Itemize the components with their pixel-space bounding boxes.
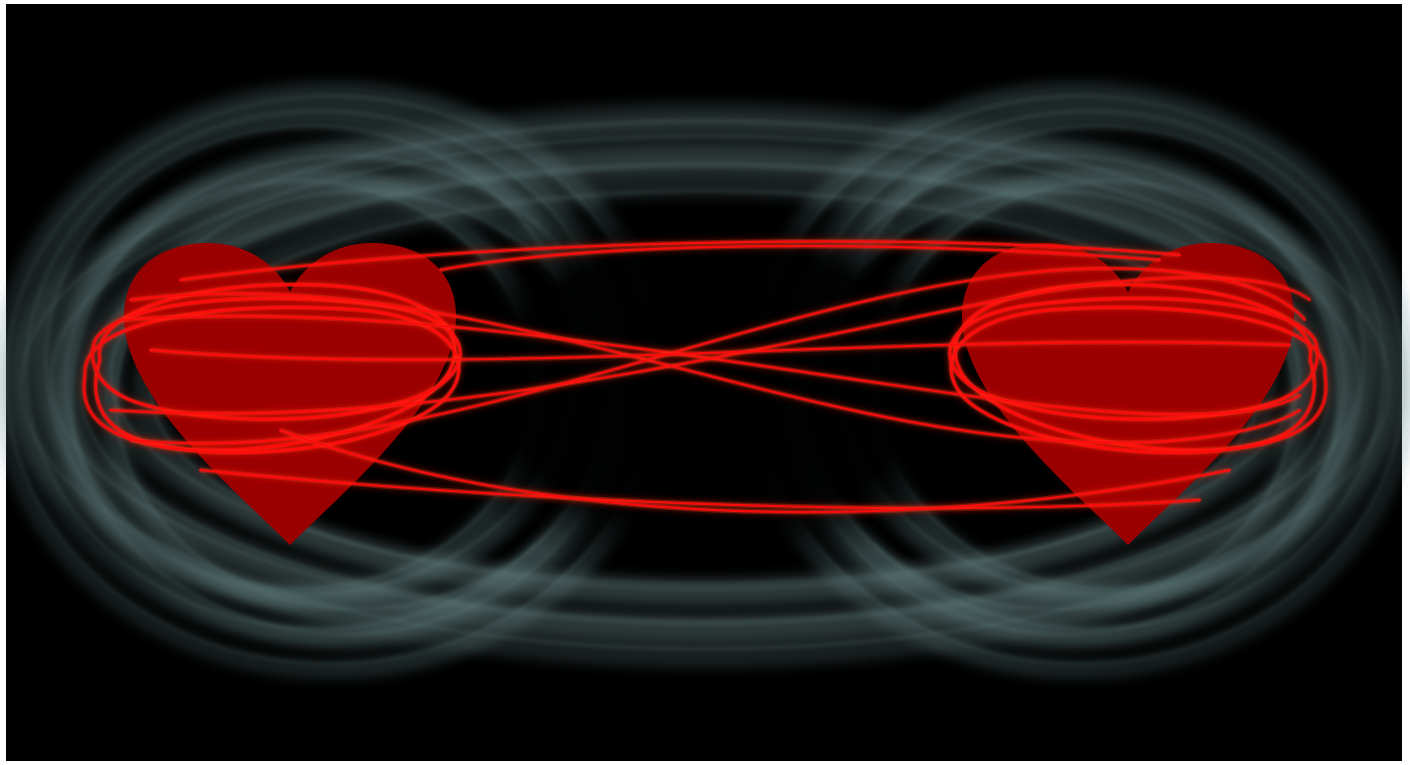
vignette xyxy=(6,4,1402,761)
